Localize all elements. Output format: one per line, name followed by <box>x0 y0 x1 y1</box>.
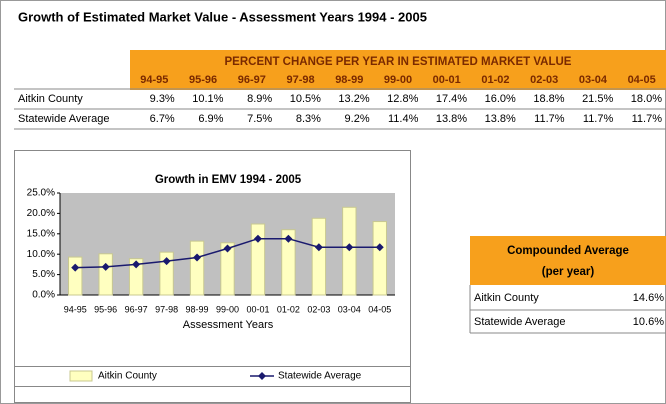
x-tick-label: 04-05 <box>368 304 391 314</box>
cell: 17.4% <box>436 93 467 105</box>
marker <box>253 234 262 243</box>
x-tick-label: 00-01 <box>246 304 269 314</box>
x-tick-label: 94-95 <box>64 304 87 314</box>
compounded-value: 10.6% <box>633 316 664 328</box>
marker <box>101 262 110 271</box>
y-tick-label: 10.0% <box>27 249 55 260</box>
marker <box>375 243 384 252</box>
cell: 21.5% <box>582 93 613 105</box>
x-tick-label: 97-98 <box>155 304 178 314</box>
bar <box>250 223 266 296</box>
legend-label: Statewide Average <box>278 371 362 382</box>
legend-label: Aitkin County <box>98 371 157 382</box>
x-tick-label: 99-00 <box>216 304 239 314</box>
marker <box>162 257 171 266</box>
cell: 16.0% <box>485 93 516 105</box>
x-tick-label: 01-02 <box>277 304 300 314</box>
cell: 9.2% <box>345 113 370 125</box>
bar <box>281 229 296 296</box>
page-title: Growth of Estimated Market Value - Asses… <box>18 9 427 24</box>
bar <box>372 221 387 296</box>
cell: 11.7% <box>534 113 565 125</box>
cell: 11.7% <box>632 113 663 125</box>
table-header-band <box>130 50 666 90</box>
compounded-subtitle: (per year) <box>542 266 595 278</box>
table-header: PERCENT CHANGE PER YEAR IN ESTIMATED MAR… <box>225 56 572 68</box>
bar <box>311 217 327 296</box>
cell: 9.3% <box>150 93 175 105</box>
cell: 18.0% <box>631 93 662 105</box>
x-axis-title: Assessment Years <box>183 319 274 331</box>
cell: 11.7% <box>583 113 614 125</box>
x-tick-label: 03-04 <box>338 304 361 314</box>
cell: 18.8% <box>533 93 564 105</box>
cell: 11.4% <box>388 113 419 125</box>
cell: 13.8% <box>436 113 467 125</box>
compounded-label: Aitkin County <box>474 292 539 304</box>
bar <box>98 253 113 296</box>
cell: 6.7% <box>150 113 175 125</box>
column-header: 97-98 <box>286 74 314 86</box>
marker <box>193 253 202 262</box>
y-tick-label: 5.0% <box>32 269 55 280</box>
y-tick-label: 20.0% <box>27 208 55 219</box>
chart-title: Growth in EMV 1994 - 2005 <box>155 174 302 186</box>
bar <box>159 251 174 296</box>
column-header: 04-05 <box>628 74 656 86</box>
bar <box>128 258 144 296</box>
x-tick-label: 95-96 <box>94 304 117 314</box>
cell: 8.9% <box>247 93 272 105</box>
compounded-title: Compounded Average <box>507 245 629 257</box>
column-header: 02-03 <box>530 74 558 86</box>
x-tick-label: 02-03 <box>307 304 330 314</box>
x-tick-label: 96-97 <box>125 304 148 314</box>
marker <box>132 260 141 269</box>
legend-box <box>14 366 411 387</box>
cell: 13.8% <box>485 113 516 125</box>
marker <box>71 263 80 272</box>
row-label: Aitkin County <box>18 93 83 105</box>
marker <box>223 244 232 253</box>
x-tick-label: 98-99 <box>186 304 209 314</box>
cell: 12.8% <box>387 93 418 105</box>
marker <box>345 243 354 252</box>
compounded-header-band <box>470 236 666 285</box>
column-header: 98-99 <box>335 74 363 86</box>
column-header: 99-00 <box>384 74 412 86</box>
y-tick-label: 0.0% <box>32 290 55 301</box>
cell: 6.9% <box>198 113 223 125</box>
cell: 7.5% <box>247 113 272 125</box>
cell: 10.1% <box>192 93 223 105</box>
compounded-label: Statewide Average <box>474 316 566 328</box>
legend-marker <box>258 372 266 380</box>
column-header: 00-01 <box>433 74 461 86</box>
bar <box>220 242 235 296</box>
row-label: Statewide Average <box>18 113 110 125</box>
y-tick-label: 25.0% <box>27 188 55 199</box>
cell: 8.3% <box>296 113 321 125</box>
column-header: 96-97 <box>238 74 266 86</box>
marker <box>314 243 323 252</box>
bar <box>189 240 205 296</box>
y-tick-label: 15.0% <box>27 228 55 239</box>
column-header: 95-96 <box>189 74 217 86</box>
marker <box>284 234 293 243</box>
column-header: 01-02 <box>481 74 509 86</box>
cell: 13.2% <box>338 93 369 105</box>
column-header: 03-04 <box>579 74 608 86</box>
column-header: 94-95 <box>140 74 168 86</box>
compounded-value: 14.6% <box>633 292 664 304</box>
cell: 10.5% <box>290 93 321 105</box>
bar <box>68 256 83 296</box>
legend-swatch <box>69 370 93 382</box>
